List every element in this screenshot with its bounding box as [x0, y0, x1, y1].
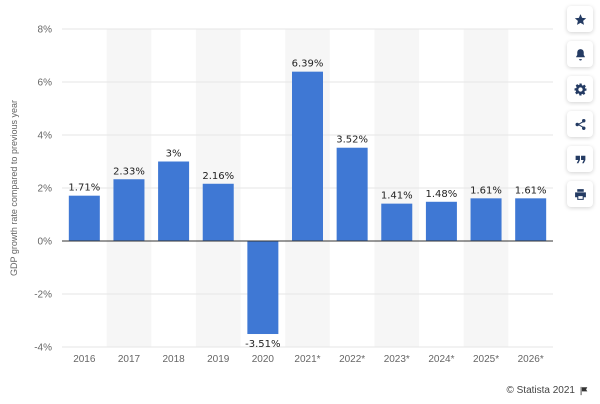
favorite-button[interactable]	[567, 6, 593, 32]
x-tick-label: 2024*	[428, 354, 454, 365]
y-tick-label: -4%	[34, 343, 52, 354]
bar	[381, 203, 413, 241]
x-tick-label: 2017	[118, 354, 141, 365]
x-tick-label: 2019	[207, 354, 230, 365]
data-label: 1.41%	[381, 191, 413, 202]
x-tick-label: 2018	[162, 354, 185, 365]
y-tick-label: 4%	[38, 131, 53, 142]
chart-area: -4% -2% 0% 2% 4% 6% 8% 1.71% 2016 2.33% 2017 3% 2018…	[9, 25, 553, 365]
bar	[425, 201, 457, 241]
bar	[336, 147, 368, 241]
x-tick-label: 2023*	[384, 354, 410, 365]
data-label: 1.48%	[426, 189, 458, 200]
print-icon	[574, 188, 586, 200]
credit-text[interactable]: © Statista 2021	[506, 385, 575, 396]
bell-icon	[575, 48, 585, 60]
bar-chart: -4% -2% 0% 2% 4% 6% 8% 1.71% 2016 2.33% 2017 3% 2018…	[9, 25, 553, 365]
bar	[113, 179, 145, 241]
x-tick-label: 2020	[252, 354, 275, 365]
x-tick-label: 2025*	[473, 354, 499, 365]
settings-button[interactable]	[567, 76, 593, 102]
data-label: 3.52%	[336, 135, 368, 146]
data-label: 2.33%	[113, 166, 145, 177]
share-icon	[575, 118, 585, 130]
y-axis-title: GDP growth rate compared to previous yea…	[9, 100, 19, 276]
y-tick-label: 8%	[38, 25, 53, 36]
data-label: 1.71%	[68, 183, 100, 194]
y-tick-label: 0%	[38, 237, 53, 248]
data-label: 3%	[166, 149, 182, 160]
quote-icon	[575, 155, 585, 163]
x-tick-label: 2016	[73, 354, 96, 365]
cite-button[interactable]	[567, 146, 593, 172]
bar	[470, 198, 502, 241]
bar	[68, 195, 100, 241]
bar	[158, 161, 190, 241]
x-tick-label: 2026*	[518, 354, 544, 365]
bar	[515, 198, 547, 241]
y-tick-label: -2%	[34, 290, 52, 301]
y-tick-label: 6%	[38, 78, 53, 89]
data-label: 2.16%	[202, 171, 234, 182]
data-label: -3.51%	[245, 339, 280, 350]
print-button[interactable]	[567, 181, 593, 207]
x-tick-label: 2022*	[339, 354, 365, 365]
data-label: 1.61%	[470, 185, 502, 196]
bar	[202, 183, 234, 241]
flag-icon[interactable]	[579, 386, 589, 396]
gear-icon	[574, 83, 586, 95]
star-icon	[574, 13, 586, 25]
notification-button[interactable]	[567, 41, 593, 67]
bar	[292, 71, 323, 241]
y-tick-label: 2%	[38, 184, 53, 195]
share-button[interactable]	[567, 111, 593, 137]
bar	[247, 241, 279, 335]
data-label: 1.61%	[515, 185, 547, 196]
chart-toolbar	[567, 6, 595, 216]
footer-credit: © Statista 2021	[506, 385, 589, 396]
data-label: 6.39%	[292, 59, 324, 70]
x-tick-label: 2021*	[294, 354, 320, 365]
